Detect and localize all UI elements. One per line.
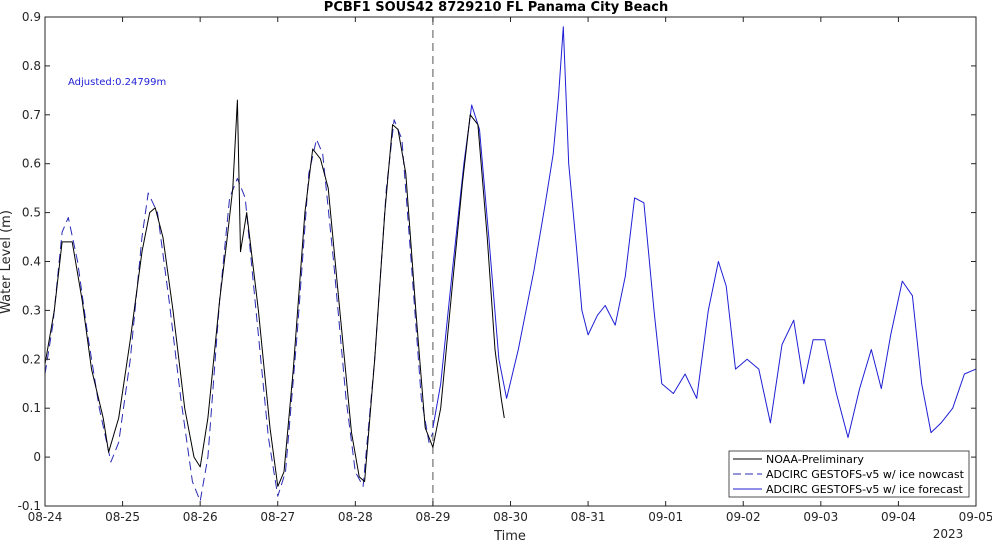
y-tick-label: 0.8 — [22, 59, 41, 73]
y-tick-label: 0.4 — [22, 255, 41, 269]
y-tick-label: 0.5 — [22, 206, 41, 220]
x-tick-label: 09-02 — [726, 510, 761, 524]
legend-entry-forecast: ADCIRC GESTOFS-v5 w/ ice forecast — [766, 483, 964, 496]
x-tick-label: 09-04 — [881, 510, 916, 524]
y-tick-label: 0 — [33, 450, 41, 464]
x-tick-label: 08-27 — [260, 510, 295, 524]
y-tick-label: 0.1 — [22, 401, 41, 415]
x-tick-label: 09-01 — [648, 510, 683, 524]
chart-title: PCBF1 SOUS42 8729210 FL Panama City Beac… — [324, 0, 668, 15]
adjusted-annotation: Adjusted:0.24799m — [68, 77, 166, 88]
y-axis-title: Water Level (m) — [0, 210, 14, 314]
y-tick-label: 0.9 — [22, 10, 41, 24]
x-tick-label: 08-29 — [415, 510, 450, 524]
x-tick-label: 08-30 — [493, 510, 528, 524]
x-axis-title: Time — [493, 529, 526, 541]
y-tick-label: 0.7 — [22, 108, 41, 122]
x-year-label: 2023 — [933, 527, 964, 541]
y-tick-label: -0.1 — [18, 499, 41, 513]
x-tick-label: 08-26 — [183, 510, 218, 524]
legend-box — [728, 450, 970, 498]
legend: NOAA-Preliminary ADCIRC GESTOFS-v5 w/ ic… — [728, 450, 970, 498]
y-tick-label: 0.3 — [22, 303, 41, 317]
series-noaa-line — [44, 99, 505, 487]
x-tick-label: 08-28 — [338, 510, 373, 524]
x-tick-label: 08-25 — [105, 510, 140, 524]
x-tick-label: 08-24 — [28, 510, 63, 524]
legend-entry-nowcast: ADCIRC GESTOFS-v5 w/ ice nowcast — [766, 468, 965, 481]
x-tick-label: 08-31 — [571, 510, 606, 524]
legend-entry-noaa: NOAA-Preliminary — [766, 453, 864, 466]
x-tick-label: 09-05 — [959, 510, 992, 524]
y-tick-label: 0.6 — [22, 157, 41, 171]
series-forecast-line — [432, 26, 977, 438]
y-tick-label: 0.2 — [22, 352, 41, 366]
x-tick-label: 09-03 — [803, 510, 838, 524]
